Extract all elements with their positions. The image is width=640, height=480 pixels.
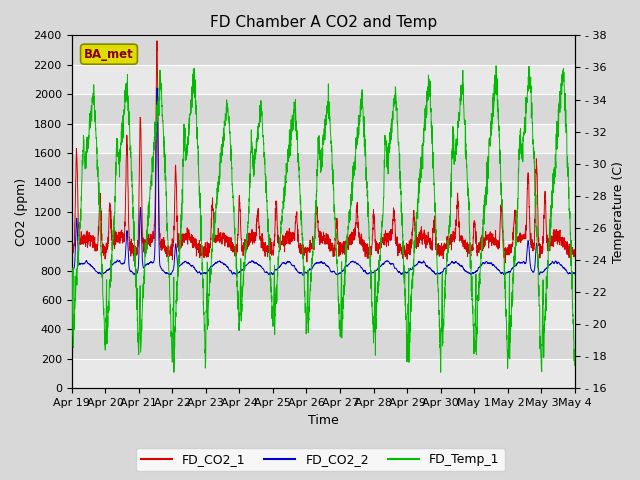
Bar [72, 271, 575, 300]
Bar [72, 153, 575, 182]
Y-axis label: CO2 (ppm): CO2 (ppm) [15, 178, 28, 246]
Bar [72, 36, 575, 65]
Bar [72, 94, 575, 123]
Bar [72, 329, 575, 359]
Title: FD Chamber A CO2 and Temp: FD Chamber A CO2 and Temp [210, 15, 437, 30]
X-axis label: Time: Time [308, 414, 339, 427]
Bar [72, 300, 575, 329]
Bar [72, 212, 575, 241]
Legend: FD_CO2_1, FD_CO2_2, FD_Temp_1: FD_CO2_1, FD_CO2_2, FD_Temp_1 [136, 448, 504, 471]
Y-axis label: Temperature (C): Temperature (C) [612, 161, 625, 263]
Bar [72, 182, 575, 212]
Bar [72, 65, 575, 94]
Bar [72, 359, 575, 388]
Bar [72, 123, 575, 153]
Text: BA_met: BA_met [84, 48, 134, 60]
Bar [72, 241, 575, 271]
